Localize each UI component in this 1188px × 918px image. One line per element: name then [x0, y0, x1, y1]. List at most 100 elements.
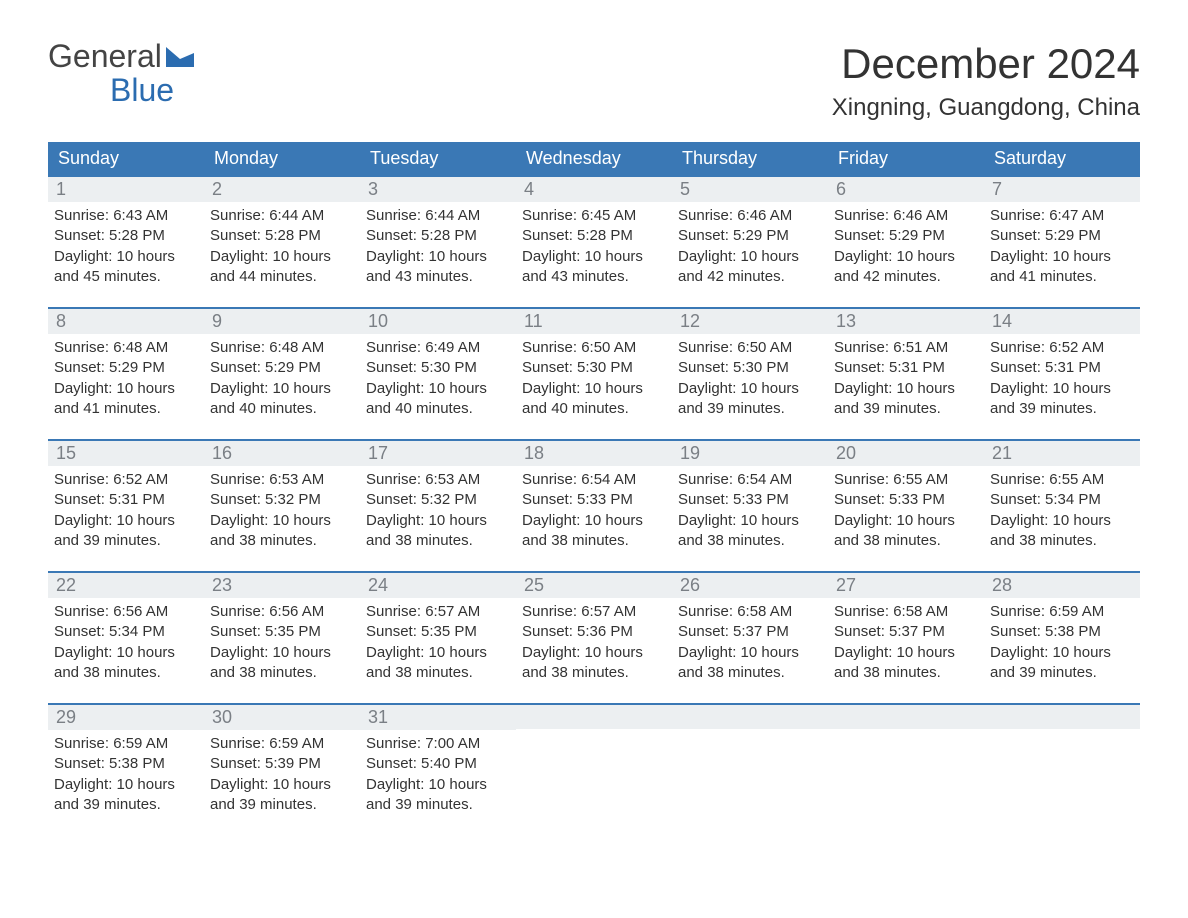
weekday-header-row: Sunday Monday Tuesday Wednesday Thursday…: [48, 142, 1140, 176]
sunrise-text: Sunrise: 6:52 AM: [54, 470, 198, 490]
daylight-text-2: and 38 minutes.: [54, 663, 198, 683]
day-number: 28: [984, 573, 1140, 598]
logo-text-blue: Blue: [48, 74, 174, 108]
calendar-cell-empty: [984, 704, 1140, 835]
calendar-table: Sunday Monday Tuesday Wednesday Thursday…: [48, 142, 1140, 835]
daylight-text-1: Daylight: 10 hours: [522, 379, 666, 399]
daylight-text-2: and 38 minutes.: [522, 531, 666, 551]
day-details: Sunrise: 6:52 AMSunset: 5:31 PMDaylight:…: [48, 466, 204, 551]
day-number: 13: [828, 309, 984, 334]
day-number: 17: [360, 441, 516, 466]
daylight-text-2: and 39 minutes.: [366, 795, 510, 815]
calendar-cell: 16Sunrise: 6:53 AMSunset: 5:32 PMDayligh…: [204, 440, 360, 572]
daylight-text-1: Daylight: 10 hours: [210, 775, 354, 795]
flag-icon: [166, 40, 194, 74]
day-details: Sunrise: 6:55 AMSunset: 5:33 PMDaylight:…: [828, 466, 984, 551]
day-number: 16: [204, 441, 360, 466]
day-number: 23: [204, 573, 360, 598]
sunrise-text: Sunrise: 6:47 AM: [990, 206, 1134, 226]
day-number: 27: [828, 573, 984, 598]
sunset-text: Sunset: 5:36 PM: [522, 622, 666, 642]
daylight-text-1: Daylight: 10 hours: [54, 511, 198, 531]
day-details: Sunrise: 6:56 AMSunset: 5:34 PMDaylight:…: [48, 598, 204, 683]
sunset-text: Sunset: 5:40 PM: [366, 754, 510, 774]
day-details: Sunrise: 6:58 AMSunset: 5:37 PMDaylight:…: [828, 598, 984, 683]
sunrise-text: Sunrise: 6:58 AM: [678, 602, 822, 622]
calendar-cell-empty: [672, 704, 828, 835]
daylight-text-1: Daylight: 10 hours: [54, 775, 198, 795]
daylight-text-2: and 40 minutes.: [210, 399, 354, 419]
calendar-cell: 20Sunrise: 6:55 AMSunset: 5:33 PMDayligh…: [828, 440, 984, 572]
sunset-text: Sunset: 5:28 PM: [366, 226, 510, 246]
sunset-text: Sunset: 5:33 PM: [522, 490, 666, 510]
calendar-cell-empty: [828, 704, 984, 835]
sunset-text: Sunset: 5:31 PM: [834, 358, 978, 378]
sunrise-text: Sunrise: 6:59 AM: [54, 734, 198, 754]
sunset-text: Sunset: 5:33 PM: [678, 490, 822, 510]
calendar-cell: 29Sunrise: 6:59 AMSunset: 5:38 PMDayligh…: [48, 704, 204, 835]
daylight-text-2: and 41 minutes.: [990, 267, 1134, 287]
calendar-cell: 9Sunrise: 6:48 AMSunset: 5:29 PMDaylight…: [204, 308, 360, 440]
calendar-cell: 30Sunrise: 6:59 AMSunset: 5:39 PMDayligh…: [204, 704, 360, 835]
day-number: 26: [672, 573, 828, 598]
daylight-text-1: Daylight: 10 hours: [54, 379, 198, 399]
calendar-cell: 11Sunrise: 6:50 AMSunset: 5:30 PMDayligh…: [516, 308, 672, 440]
day-details: Sunrise: 6:50 AMSunset: 5:30 PMDaylight:…: [672, 334, 828, 419]
day-number: 31: [360, 705, 516, 730]
day-details: Sunrise: 6:57 AMSunset: 5:35 PMDaylight:…: [360, 598, 516, 683]
day-number: 5: [672, 177, 828, 202]
title-block: December 2024 Xingning, Guangdong, China: [832, 40, 1140, 122]
sunset-text: Sunset: 5:30 PM: [366, 358, 510, 378]
daylight-text-1: Daylight: 10 hours: [366, 511, 510, 531]
sunrise-text: Sunrise: 6:48 AM: [54, 338, 198, 358]
daylight-text-2: and 43 minutes.: [522, 267, 666, 287]
day-number: 10: [360, 309, 516, 334]
sunrise-text: Sunrise: 6:46 AM: [678, 206, 822, 226]
sunrise-text: Sunrise: 6:46 AM: [834, 206, 978, 226]
calendar-cell: 18Sunrise: 6:54 AMSunset: 5:33 PMDayligh…: [516, 440, 672, 572]
weekday-header: Monday: [204, 142, 360, 176]
day-number: 19: [672, 441, 828, 466]
day-details: Sunrise: 6:46 AMSunset: 5:29 PMDaylight:…: [828, 202, 984, 287]
sunset-text: Sunset: 5:28 PM: [210, 226, 354, 246]
sunset-text: Sunset: 5:29 PM: [54, 358, 198, 378]
header: General Blue December 2024 Xingning, Gua…: [48, 40, 1140, 122]
daylight-text-2: and 39 minutes.: [678, 399, 822, 419]
calendar-cell: 28Sunrise: 6:59 AMSunset: 5:38 PMDayligh…: [984, 572, 1140, 704]
sunset-text: Sunset: 5:34 PM: [54, 622, 198, 642]
day-number: 4: [516, 177, 672, 202]
location: Xingning, Guangdong, China: [832, 94, 1140, 122]
sunrise-text: Sunrise: 6:53 AM: [366, 470, 510, 490]
daylight-text-1: Daylight: 10 hours: [366, 379, 510, 399]
calendar-cell: 3Sunrise: 6:44 AMSunset: 5:28 PMDaylight…: [360, 176, 516, 308]
sunrise-text: Sunrise: 6:52 AM: [990, 338, 1134, 358]
daylight-text-2: and 42 minutes.: [678, 267, 822, 287]
day-number: 3: [360, 177, 516, 202]
day-number: 25: [516, 573, 672, 598]
day-details: Sunrise: 6:55 AMSunset: 5:34 PMDaylight:…: [984, 466, 1140, 551]
daylight-text-2: and 39 minutes.: [990, 399, 1134, 419]
sunrise-text: Sunrise: 6:51 AM: [834, 338, 978, 358]
calendar-cell: 25Sunrise: 6:57 AMSunset: 5:36 PMDayligh…: [516, 572, 672, 704]
day-details: Sunrise: 6:48 AMSunset: 5:29 PMDaylight:…: [204, 334, 360, 419]
daylight-text-1: Daylight: 10 hours: [522, 511, 666, 531]
sunset-text: Sunset: 5:39 PM: [210, 754, 354, 774]
calendar-cell: 22Sunrise: 6:56 AMSunset: 5:34 PMDayligh…: [48, 572, 204, 704]
calendar-cell-empty: [516, 704, 672, 835]
sunrise-text: Sunrise: 6:50 AM: [522, 338, 666, 358]
daylight-text-1: Daylight: 10 hours: [210, 643, 354, 663]
daylight-text-2: and 39 minutes.: [54, 531, 198, 551]
day-number: 24: [360, 573, 516, 598]
daylight-text-2: and 38 minutes.: [210, 531, 354, 551]
sunset-text: Sunset: 5:35 PM: [366, 622, 510, 642]
sunrise-text: Sunrise: 6:55 AM: [834, 470, 978, 490]
calendar-cell: 10Sunrise: 6:49 AMSunset: 5:30 PMDayligh…: [360, 308, 516, 440]
sunset-text: Sunset: 5:37 PM: [834, 622, 978, 642]
sunset-text: Sunset: 5:28 PM: [54, 226, 198, 246]
calendar-cell: 7Sunrise: 6:47 AMSunset: 5:29 PMDaylight…: [984, 176, 1140, 308]
sunset-text: Sunset: 5:31 PM: [990, 358, 1134, 378]
sunrise-text: Sunrise: 6:50 AM: [678, 338, 822, 358]
day-number: 8: [48, 309, 204, 334]
daylight-text-2: and 41 minutes.: [54, 399, 198, 419]
day-details: Sunrise: 6:51 AMSunset: 5:31 PMDaylight:…: [828, 334, 984, 419]
